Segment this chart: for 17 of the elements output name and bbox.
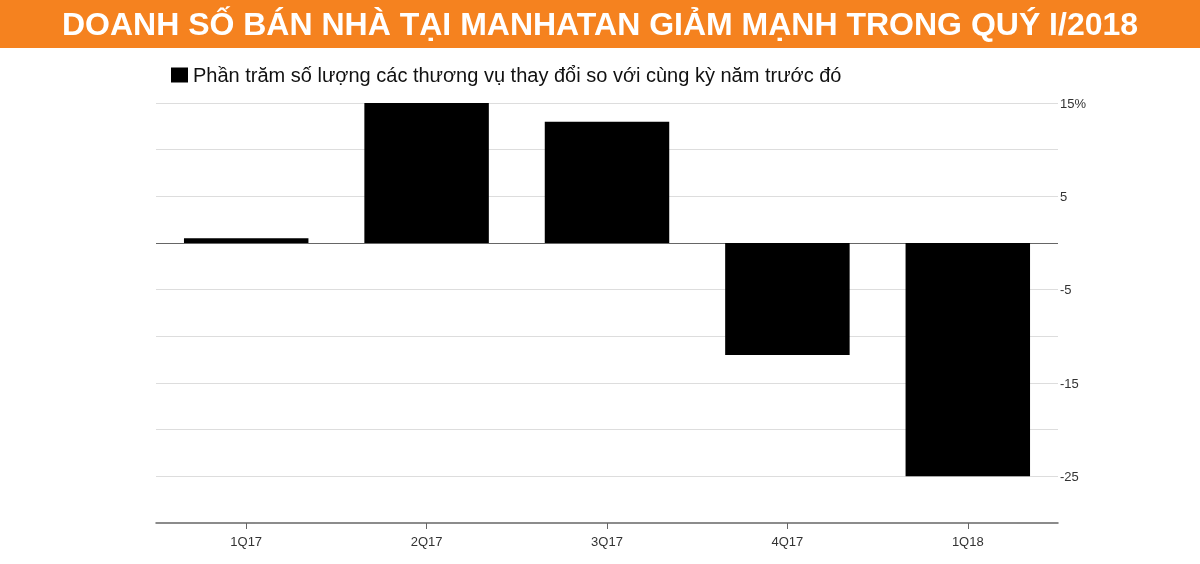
bar	[183, 238, 309, 243]
y-tick-label: -25	[1060, 468, 1079, 484]
bar	[725, 243, 850, 355]
x-tick-label: 3Q17	[591, 534, 623, 549]
legend-label: Phần trăm số lượng các thương vụ thay đổi so với cùng kỳ năm trước đó	[193, 64, 842, 86]
bar	[364, 103, 489, 243]
y-tick-label: -15	[1060, 375, 1079, 391]
bar	[905, 243, 1031, 477]
y-tick-label: 5	[1060, 188, 1068, 204]
x-tick-label: 1Q17	[230, 534, 263, 549]
x-tick-label: 1Q18	[951, 534, 984, 549]
bar	[544, 121, 670, 243]
y-tick-label: 15%	[1060, 95, 1087, 111]
x-tick-label: 4Q17	[771, 534, 804, 549]
x-tick-label: 2Q17	[410, 534, 443, 549]
y-tick-label: -5	[1060, 282, 1072, 298]
chart-title: DOANH SỐ BÁN NHÀ TẠI MANHATAN GIẢM MẠNH TRONG QUÝ I/2018	[0, 0, 1200, 48]
